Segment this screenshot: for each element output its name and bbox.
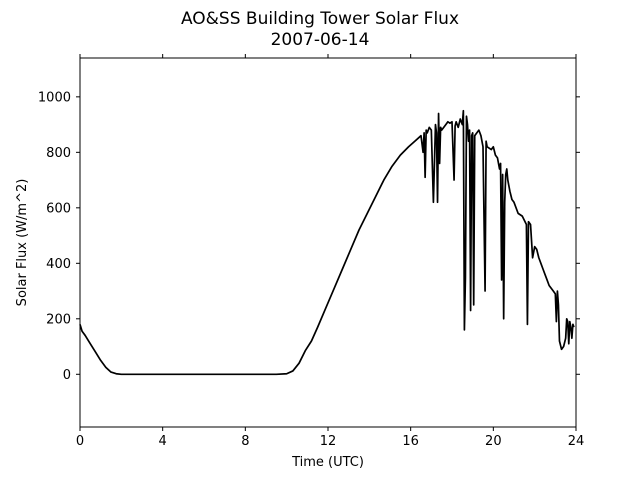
x-tick-label: 4 [159, 434, 167, 449]
x-tick-label: 12 [320, 434, 337, 449]
y-tick-label: 800 [46, 146, 71, 161]
x-tick-label: 24 [568, 434, 585, 449]
x-tick-label: 0 [76, 434, 84, 449]
y-tick-label: 1000 [38, 90, 71, 105]
y-axis-label: Solar Flux (W/m^2) [15, 179, 30, 307]
series-line-0 [79, 109, 575, 376]
plot-area [79, 109, 575, 376]
x-axis: 0 4 8 12 16 20 24 [76, 54, 584, 449]
y-tick-label: 200 [46, 312, 71, 327]
y-tick-label: 600 [46, 201, 71, 216]
x-axis-label: Time (UTC) [291, 455, 364, 470]
x-tick-label: 16 [402, 434, 419, 449]
chart-subtitle: 2007-06-14 [271, 30, 370, 50]
x-tick-label: 8 [241, 434, 249, 449]
x-tick-label: 20 [485, 434, 502, 449]
y-axis: 0 200 400 600 800 1000 [38, 90, 580, 383]
y-tick-label: 400 [46, 257, 71, 272]
chart-title: AO&SS Building Tower Solar Flux [181, 9, 459, 29]
y-tick-label: 0 [63, 368, 71, 383]
